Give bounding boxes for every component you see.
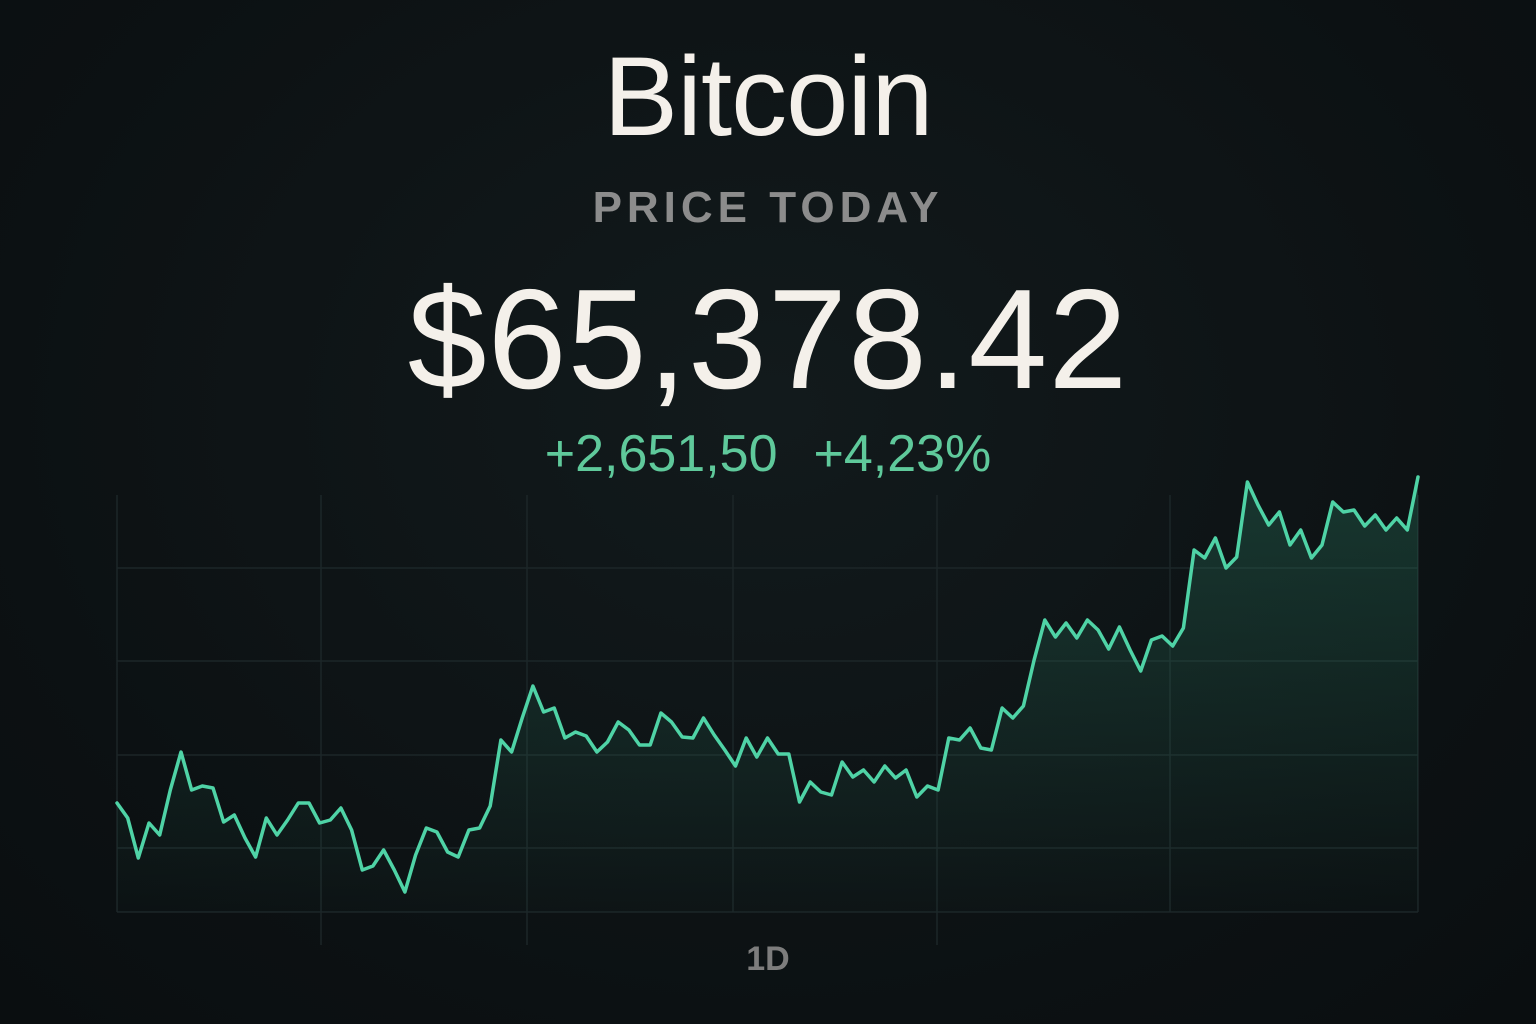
coin-name: Bitcoin bbox=[603, 34, 933, 159]
price: $65,378.42 bbox=[407, 260, 1129, 419]
period-label[interactable]: 1D bbox=[746, 940, 790, 978]
change-percent: +4,23% bbox=[813, 425, 992, 483]
area bbox=[117, 477, 1418, 912]
change: +2,651,50 bbox=[544, 425, 778, 483]
price-line bbox=[115, 475, 1420, 894]
subtitle: PRICE TODAY bbox=[592, 183, 944, 232]
change-row: +2,651,50 +4,23% bbox=[0, 424, 1536, 484]
